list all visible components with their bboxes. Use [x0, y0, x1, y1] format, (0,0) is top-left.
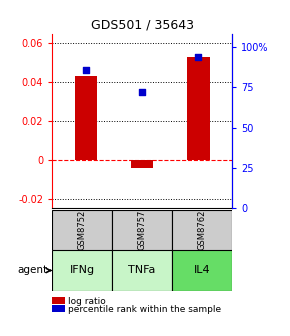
- Text: GSM8757: GSM8757: [137, 210, 147, 250]
- Bar: [131, 160, 153, 168]
- Bar: [52, 250, 112, 291]
- Text: GSM8762: GSM8762: [197, 210, 206, 250]
- Text: IFNg: IFNg: [70, 265, 95, 276]
- Bar: [172, 210, 232, 250]
- Bar: [52, 210, 112, 250]
- Text: agent: agent: [17, 265, 51, 276]
- Title: GDS501 / 35643: GDS501 / 35643: [90, 18, 194, 31]
- Text: log ratio: log ratio: [68, 297, 106, 306]
- Text: IL4: IL4: [194, 265, 210, 276]
- Text: GSM8752: GSM8752: [78, 210, 87, 250]
- Bar: [112, 210, 172, 250]
- Text: TNFa: TNFa: [128, 265, 156, 276]
- Bar: [75, 76, 97, 160]
- Point: [140, 89, 144, 95]
- Point: [84, 67, 88, 72]
- Bar: [172, 250, 232, 291]
- Bar: [112, 250, 172, 291]
- Bar: [187, 57, 210, 160]
- Point: [196, 54, 201, 59]
- Text: percentile rank within the sample: percentile rank within the sample: [68, 305, 221, 314]
